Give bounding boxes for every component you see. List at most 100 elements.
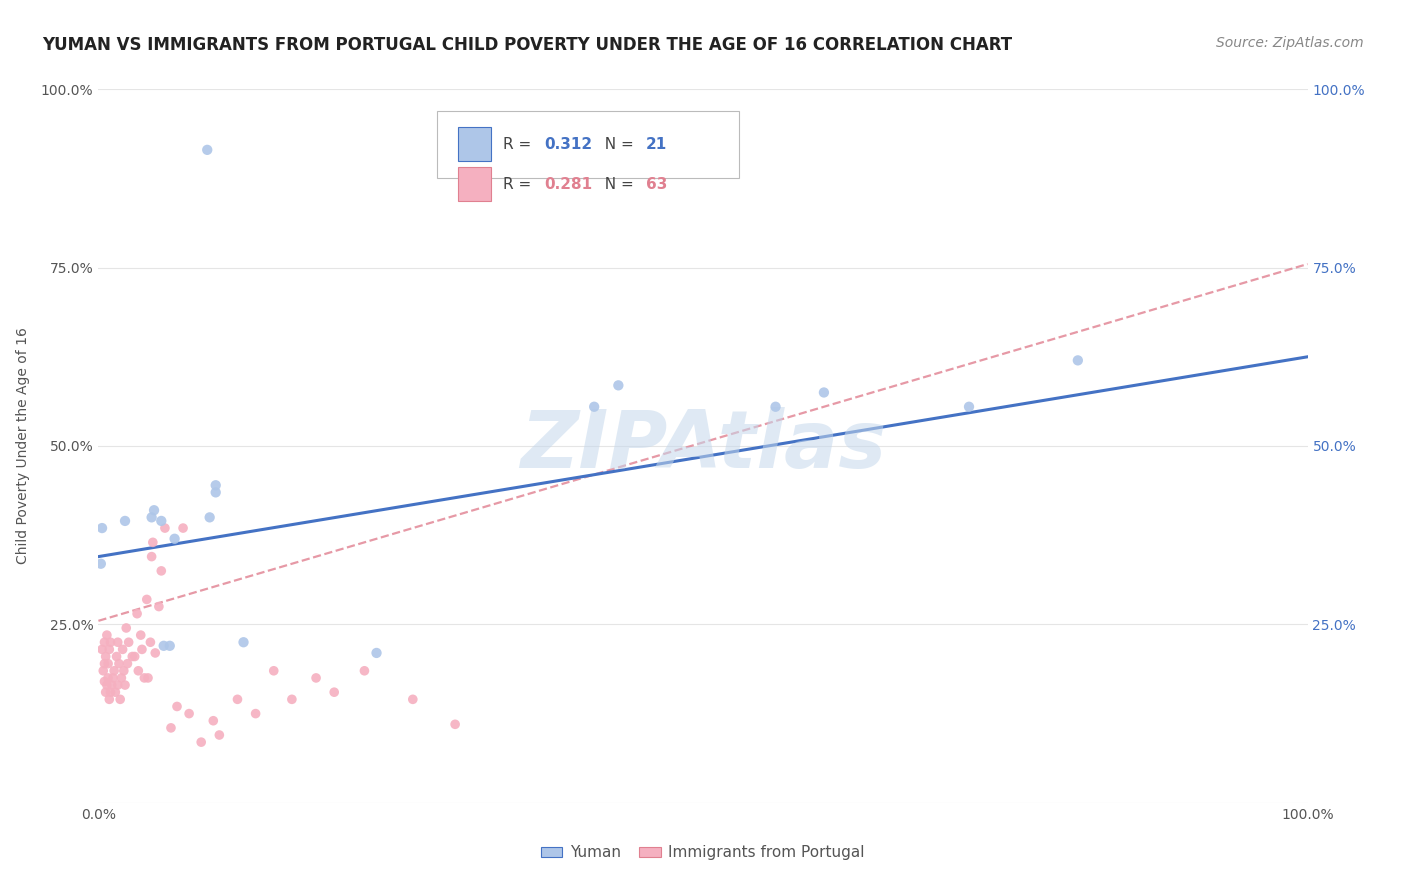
Point	[226, 692, 249, 706]
Point	[135, 592, 157, 607]
Point	[198, 510, 221, 524]
Point	[152, 639, 174, 653]
Point	[110, 671, 132, 685]
Point	[107, 678, 129, 692]
FancyBboxPatch shape	[437, 111, 740, 178]
Point	[150, 514, 173, 528]
Point	[91, 664, 114, 678]
Point	[131, 642, 153, 657]
Point	[121, 649, 143, 664]
Text: 0.281: 0.281	[544, 177, 593, 192]
Y-axis label: Child Poverty Under the Age of 16: Child Poverty Under the Age of 16	[15, 327, 30, 565]
Point	[323, 685, 346, 699]
Point	[136, 671, 159, 685]
Point	[143, 646, 166, 660]
Point	[208, 728, 231, 742]
Point	[91, 642, 114, 657]
Point	[97, 671, 120, 685]
Point	[108, 692, 131, 706]
Point	[366, 646, 388, 660]
Point	[93, 657, 115, 671]
Text: Source: ZipAtlas.com: Source: ZipAtlas.com	[1216, 36, 1364, 50]
Point	[107, 635, 129, 649]
Point	[179, 706, 201, 721]
Point	[94, 685, 117, 699]
Point	[139, 635, 162, 649]
Point	[957, 400, 980, 414]
Bar	[457, 167, 492, 202]
Point	[117, 657, 139, 671]
Text: R =: R =	[503, 136, 537, 152]
Point	[202, 714, 225, 728]
Point	[114, 678, 136, 692]
Point	[114, 514, 136, 528]
Point	[190, 735, 212, 749]
Point	[204, 485, 226, 500]
Point	[195, 143, 218, 157]
Text: YUMAN VS IMMIGRANTS FROM PORTUGAL CHILD POVERTY UNDER THE AGE OF 16 CORRELATION : YUMAN VS IMMIGRANTS FROM PORTUGAL CHILD …	[42, 36, 1012, 54]
Point	[91, 521, 114, 535]
Point	[172, 521, 194, 535]
Point	[281, 692, 304, 706]
Point	[263, 664, 285, 678]
Point	[93, 674, 115, 689]
Point	[96, 628, 118, 642]
Point	[583, 400, 606, 414]
Point	[148, 599, 170, 614]
Point	[153, 521, 176, 535]
Point	[100, 635, 122, 649]
Point	[813, 385, 835, 400]
Point	[159, 639, 181, 653]
Point	[112, 664, 135, 678]
Point	[765, 400, 787, 414]
Text: N =: N =	[595, 136, 638, 152]
Point	[134, 671, 156, 685]
Text: N =: N =	[595, 177, 638, 192]
Point	[94, 649, 117, 664]
Point	[100, 678, 122, 692]
Point	[166, 699, 188, 714]
Text: 0.312: 0.312	[544, 136, 593, 152]
Point	[104, 685, 127, 699]
Point	[353, 664, 375, 678]
Text: 63: 63	[647, 177, 668, 192]
Point	[105, 649, 128, 664]
Point	[108, 657, 131, 671]
Point	[90, 557, 112, 571]
Point	[129, 628, 152, 642]
Point	[204, 478, 226, 492]
Point	[305, 671, 328, 685]
Point	[111, 642, 134, 657]
Point	[93, 635, 115, 649]
Point	[141, 549, 163, 564]
Point	[98, 642, 121, 657]
Point	[127, 607, 149, 621]
Point	[118, 635, 141, 649]
Point	[100, 685, 122, 699]
Point	[96, 678, 118, 692]
Point	[142, 535, 165, 549]
Point	[101, 671, 124, 685]
Point	[98, 692, 121, 706]
Point	[160, 721, 183, 735]
Bar	[457, 127, 492, 161]
Legend: Yuman, Immigrants from Portugal: Yuman, Immigrants from Portugal	[534, 839, 872, 866]
Point	[163, 532, 186, 546]
Point	[127, 664, 149, 678]
Point	[245, 706, 267, 721]
Point	[150, 564, 173, 578]
Point	[402, 692, 425, 706]
Point	[97, 657, 120, 671]
Point	[115, 621, 138, 635]
Text: R =: R =	[503, 177, 537, 192]
Point	[232, 635, 254, 649]
Text: 21: 21	[647, 136, 668, 152]
Point	[141, 510, 163, 524]
Point	[103, 664, 125, 678]
Point	[143, 503, 166, 517]
Point	[124, 649, 146, 664]
Point	[1067, 353, 1090, 368]
Point	[607, 378, 630, 392]
Text: ZIPAtlas: ZIPAtlas	[520, 407, 886, 485]
Point	[444, 717, 467, 731]
